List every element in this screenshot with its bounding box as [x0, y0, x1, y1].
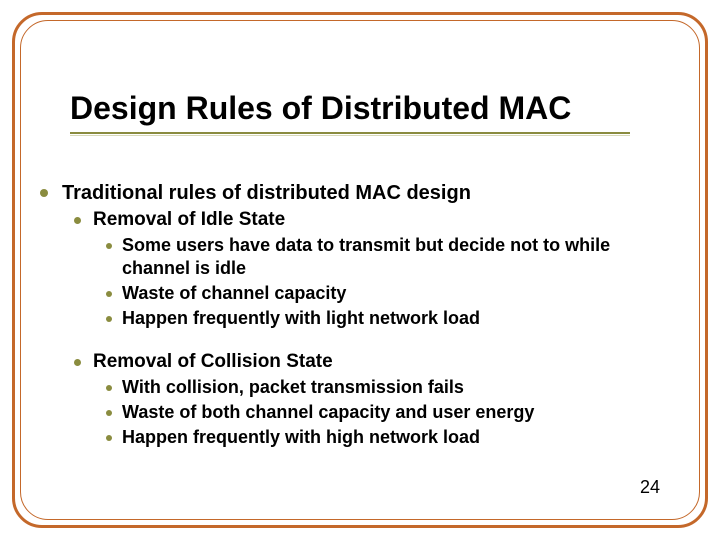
bullet-text: Waste of both channel capacity and user …: [122, 401, 534, 424]
bullet-level-2: Removal of Idle State: [74, 208, 670, 232]
bullet-text: Some users have data to transmit but dec…: [122, 234, 670, 280]
title-underline-primary: [70, 132, 630, 134]
bullet-level-3: With collision, packet transmission fail…: [106, 376, 670, 399]
bullet-level-3: Happen frequently with light network loa…: [106, 307, 670, 330]
bullet-text: Happen frequently with high network load: [122, 426, 480, 449]
bullet-level-3: Some users have data to transmit but dec…: [106, 234, 670, 280]
bullet-level-3: Waste of channel capacity: [106, 282, 670, 305]
bullet-level-1: Traditional rules of distributed MAC des…: [40, 180, 670, 206]
bullet-text: Removal of Idle State: [93, 208, 285, 232]
bullet-dot-icon: [106, 243, 112, 249]
bullet-dot-icon: [106, 410, 112, 416]
bullet-text: Traditional rules of distributed MAC des…: [62, 180, 471, 206]
bullet-text: With collision, packet transmission fail…: [122, 376, 464, 399]
bullet-dot-icon: [74, 359, 81, 366]
bullet-dot-icon: [40, 189, 48, 197]
bullet-text: Happen frequently with light network loa…: [122, 307, 480, 330]
content-area: Traditional rules of distributed MAC des…: [40, 180, 670, 451]
slide: Design Rules of Distributed MAC Traditio…: [0, 0, 720, 540]
bullet-dot-icon: [74, 217, 81, 224]
slide-title: Design Rules of Distributed MAC: [70, 90, 571, 127]
bullet-dot-icon: [106, 291, 112, 297]
bullet-level-3: Happen frequently with high network load: [106, 426, 670, 449]
spacer: [40, 332, 670, 350]
bullet-level-3: Waste of both channel capacity and user …: [106, 401, 670, 424]
bullet-level-2: Removal of Collision State: [74, 350, 670, 374]
page-number: 24: [640, 477, 660, 498]
bullet-dot-icon: [106, 385, 112, 391]
title-underline-secondary: [70, 135, 630, 136]
bullet-text: Removal of Collision State: [93, 350, 333, 374]
bullet-dot-icon: [106, 316, 112, 322]
bullet-dot-icon: [106, 435, 112, 441]
bullet-text: Waste of channel capacity: [122, 282, 346, 305]
